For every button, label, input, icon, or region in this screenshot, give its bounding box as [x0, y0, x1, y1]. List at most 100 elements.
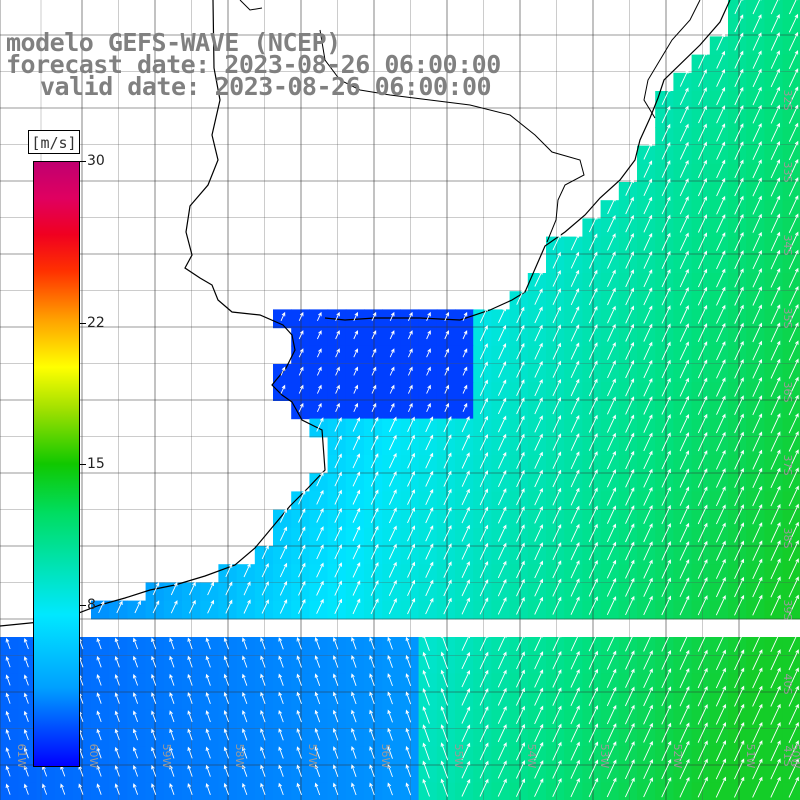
wind-arrow: [407, 543, 415, 560]
wind-arrow: [552, 723, 562, 743]
wind-arrow: [606, 487, 616, 506]
wind-arrow: [770, 0, 780, 15]
wind-arrow: [661, 758, 672, 780]
wind-arrow: [625, 523, 635, 543]
wind-arrow: [734, 250, 744, 270]
wind-arrow: [788, 467, 799, 489]
wind-arrow: [534, 632, 544, 652]
wind-arrow: [734, 86, 744, 106]
wind-arrow: [752, 758, 763, 780]
wind-arrow: [134, 600, 141, 614]
wind-arrow: [479, 379, 488, 396]
wind-arrow: [23, 656, 29, 668]
wind-arrow: [770, 358, 781, 379]
wind-arrow: [643, 359, 653, 379]
wind-arrow: [170, 581, 178, 596]
wind-arrow: [716, 268, 726, 288]
wind-arrow: [716, 195, 726, 215]
wind-arrow: [698, 105, 707, 124]
wind-arrow: [516, 596, 525, 615]
wind-arrow: [242, 746, 248, 759]
wind-arrow: [352, 598, 361, 615]
wind-arrow: [426, 311, 431, 321]
wind-arrow: [679, 631, 690, 652]
wind-arrow: [625, 341, 635, 360]
wind-arrow: [371, 384, 377, 394]
latitude-label: 36S: [781, 382, 794, 403]
wind-arrow: [369, 655, 375, 668]
wind-arrow: [770, 740, 781, 762]
wind-arrow: [225, 581, 233, 596]
wind-arrow: [407, 434, 415, 451]
wind-arrow: [534, 596, 544, 615]
wind-arrow: [788, 485, 799, 507]
wind-arrow: [770, 213, 781, 233]
wind-arrow: [534, 741, 544, 761]
wind-arrow: [387, 691, 393, 705]
wind-arrow: [461, 760, 471, 779]
wind-arrow: [479, 524, 489, 542]
wind-arrow: [715, 776, 727, 798]
wind-arrow: [606, 541, 617, 561]
wind-arrow: [770, 703, 781, 725]
wind-arrow: [679, 577, 690, 597]
wind-arrow: [461, 452, 470, 469]
wind-arrow: [296, 764, 302, 777]
wind-arrow: [422, 669, 430, 688]
wind-arrow: [461, 669, 471, 688]
wind-arrow: [534, 669, 544, 688]
wind-arrow: [570, 396, 580, 415]
wind-arrow: [479, 325, 488, 342]
wind-arrow: [516, 560, 525, 579]
wind-arrow: [770, 576, 781, 598]
wind-arrow: [625, 323, 635, 342]
longitude-label: 59W: [160, 744, 173, 769]
wind-arrow: [334, 453, 342, 469]
wind-arrow: [679, 722, 690, 743]
wind-arrow: [5, 637, 11, 650]
wind-arrow: [788, 158, 799, 179]
wind-arrow: [770, 558, 781, 580]
wind-arrow: [114, 710, 120, 723]
wind-arrow: [788, 376, 799, 397]
wind-arrow: [388, 416, 397, 432]
wind-arrow: [479, 597, 489, 615]
wind-arrow: [516, 451, 525, 469]
wind-arrow: [570, 306, 580, 324]
wind-arrow: [625, 287, 634, 306]
wind-arrow: [752, 177, 762, 197]
wind-arrow: [388, 507, 397, 524]
wind-arrow: [223, 655, 230, 668]
wind-arrow: [734, 522, 744, 543]
wind-arrow: [643, 305, 653, 324]
wind-arrow: [661, 395, 671, 415]
wind-arrow: [407, 402, 413, 412]
wind-arrow: [570, 723, 580, 743]
wind-arrow: [752, 376, 763, 397]
wind-arrow: [534, 560, 543, 579]
wind-arrow: [752, 159, 762, 179]
wind-arrow: [370, 489, 379, 505]
wind-arrow: [624, 759, 635, 780]
wind-arrow: [734, 485, 744, 507]
wind-arrow: [625, 359, 635, 379]
wind-arrow: [461, 724, 471, 742]
wind-arrow: [679, 432, 690, 452]
colorbar-tick-label: 8: [87, 597, 96, 614]
wind-arrow: [770, 594, 781, 616]
wind-arrow: [369, 691, 375, 705]
wind-arrow: [697, 558, 708, 579]
wind-arrow: [405, 745, 412, 759]
wind-arrow: [170, 600, 178, 614]
wind-arrow: [734, 540, 744, 561]
wind-arrow: [407, 470, 415, 487]
wind-arrow: [607, 196, 616, 215]
wind-arrow: [643, 142, 653, 160]
wind-arrow: [187, 728, 193, 741]
wind-arrow: [371, 348, 377, 358]
wind-arrow: [679, 305, 689, 324]
wind-arrow: [169, 783, 175, 795]
wind-arrow: [23, 692, 29, 704]
wind-arrow: [425, 470, 434, 487]
wind-arrow: [734, 340, 744, 361]
